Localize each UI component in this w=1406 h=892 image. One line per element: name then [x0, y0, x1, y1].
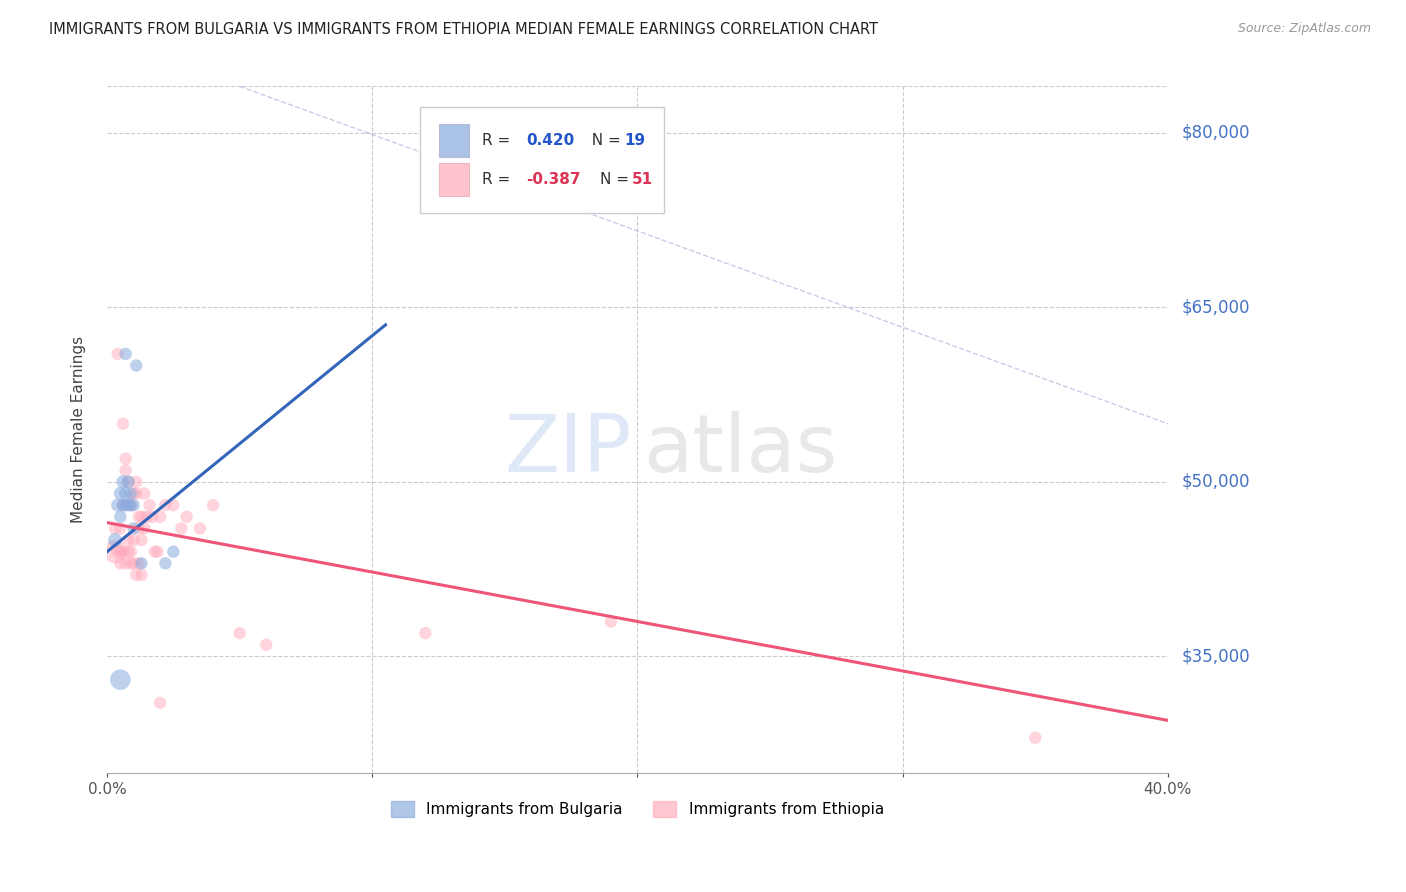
- Point: [120, 498, 142, 512]
- Point: [125, 568, 148, 582]
- Point: [107, 347, 129, 361]
- Point: [254, 638, 277, 652]
- Point: [128, 521, 150, 535]
- Point: [111, 475, 134, 489]
- Point: [128, 509, 150, 524]
- Text: Source: ZipAtlas.com: Source: ZipAtlas.com: [1237, 22, 1371, 36]
- Point: [141, 509, 163, 524]
- Text: IMMIGRANTS FROM BULGARIA VS IMMIGRANTS FROM ETHIOPIA MEDIAN FEMALE EARNINGS CORR: IMMIGRANTS FROM BULGARIA VS IMMIGRANTS F…: [49, 22, 879, 37]
- Point: [111, 417, 134, 431]
- Point: [188, 521, 211, 535]
- Point: [131, 568, 153, 582]
- Point: [110, 521, 132, 535]
- Point: [131, 533, 153, 547]
- Point: [107, 544, 129, 558]
- Point: [176, 509, 198, 524]
- Point: [202, 498, 225, 512]
- Point: [600, 615, 623, 629]
- Text: 51: 51: [633, 172, 654, 187]
- Point: [120, 498, 142, 512]
- Point: [134, 521, 156, 535]
- Point: [143, 544, 166, 558]
- Point: [114, 463, 136, 477]
- Point: [104, 533, 127, 547]
- Text: N =: N =: [582, 133, 626, 148]
- Point: [114, 347, 136, 361]
- Text: 19: 19: [624, 133, 645, 148]
- Point: [117, 475, 139, 489]
- Point: [122, 533, 145, 547]
- Point: [131, 557, 153, 571]
- Point: [117, 533, 139, 547]
- Y-axis label: Median Female Earnings: Median Female Earnings: [72, 336, 86, 523]
- Point: [110, 486, 132, 500]
- Point: [117, 544, 139, 558]
- Point: [155, 498, 177, 512]
- Point: [111, 498, 134, 512]
- Point: [110, 544, 132, 558]
- Point: [117, 498, 139, 512]
- Point: [125, 486, 148, 500]
- Point: [128, 557, 150, 571]
- Point: [125, 359, 148, 373]
- Point: [135, 509, 157, 524]
- Point: [162, 498, 184, 512]
- Point: [110, 509, 132, 524]
- Point: [162, 544, 184, 558]
- FancyBboxPatch shape: [439, 163, 468, 196]
- Text: $35,000: $35,000: [1182, 648, 1250, 665]
- Text: -0.387: -0.387: [526, 172, 581, 187]
- Text: $80,000: $80,000: [1182, 124, 1250, 142]
- Point: [111, 544, 134, 558]
- Point: [125, 475, 148, 489]
- Point: [146, 544, 169, 558]
- Point: [120, 557, 142, 571]
- Point: [111, 498, 134, 512]
- Text: $65,000: $65,000: [1182, 299, 1250, 317]
- Point: [122, 521, 145, 535]
- Point: [1024, 731, 1046, 745]
- Point: [117, 475, 139, 489]
- Point: [104, 544, 127, 558]
- Point: [149, 696, 172, 710]
- Text: N =: N =: [600, 172, 634, 187]
- Point: [120, 544, 142, 558]
- Point: [122, 498, 145, 512]
- Point: [104, 521, 127, 535]
- Point: [415, 626, 437, 640]
- Point: [107, 498, 129, 512]
- Point: [122, 557, 145, 571]
- Point: [170, 521, 193, 535]
- Point: [110, 673, 132, 687]
- Text: R =: R =: [481, 133, 515, 148]
- Point: [114, 486, 136, 500]
- FancyBboxPatch shape: [420, 107, 664, 213]
- Point: [155, 557, 177, 571]
- Point: [131, 509, 153, 524]
- Point: [110, 557, 132, 571]
- Legend: Immigrants from Bulgaria, Immigrants from Ethiopia: Immigrants from Bulgaria, Immigrants fro…: [385, 796, 890, 823]
- Point: [228, 626, 250, 640]
- FancyBboxPatch shape: [439, 124, 468, 157]
- Text: ZIP: ZIP: [505, 411, 633, 489]
- Point: [114, 451, 136, 466]
- Point: [114, 557, 136, 571]
- Text: R =: R =: [481, 172, 515, 187]
- Point: [114, 498, 136, 512]
- Point: [138, 498, 160, 512]
- Point: [120, 486, 142, 500]
- Text: $50,000: $50,000: [1182, 473, 1250, 491]
- Point: [149, 509, 172, 524]
- Text: atlas: atlas: [643, 411, 837, 489]
- Point: [122, 486, 145, 500]
- Point: [134, 486, 156, 500]
- Text: 0.420: 0.420: [526, 133, 574, 148]
